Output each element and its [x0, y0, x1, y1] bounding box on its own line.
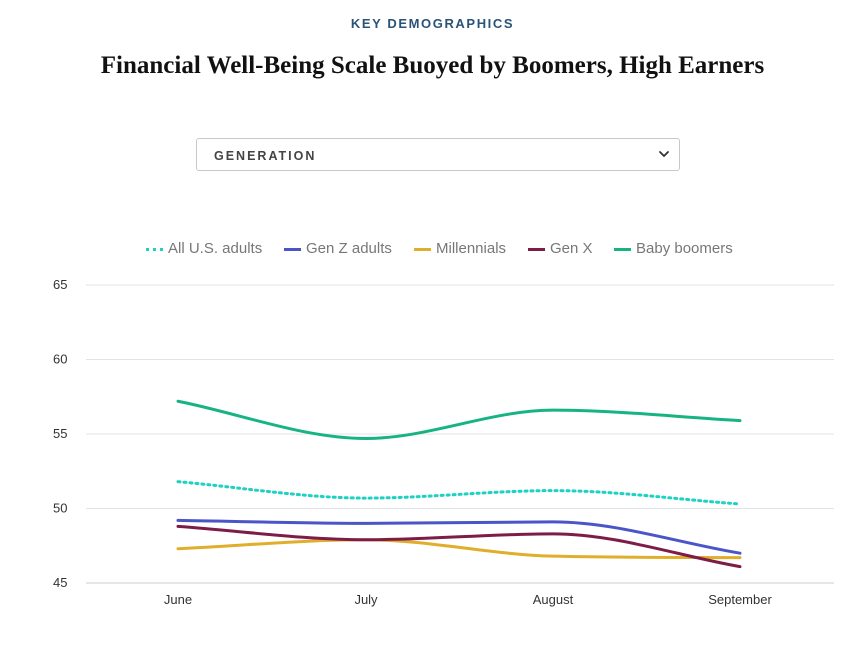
- series-line-gen-x[interactable]: [176, 524, 742, 569]
- series-line-gen-z-adults[interactable]: [176, 518, 742, 555]
- series-line-baby-boomers[interactable]: [176, 399, 742, 440]
- legend-label: All U.S. adults: [168, 240, 263, 257]
- generation-select[interactable]: GENERATION: [196, 138, 680, 171]
- y-tick-label: 50: [53, 501, 67, 516]
- select-value: GENERATION: [214, 149, 317, 163]
- legend-swatch: [146, 248, 163, 251]
- y-tick-label: 60: [53, 352, 67, 367]
- chevron-down-icon: [659, 151, 669, 157]
- series-line-millennials[interactable]: [176, 538, 742, 560]
- chart-legend: All U.S. adults Gen Z adults Millennials Ge…: [0, 238, 865, 260]
- y-tick-label: 45: [53, 575, 67, 590]
- x-tick-label: July: [354, 592, 378, 607]
- legend-swatch: [414, 248, 431, 251]
- legend-swatch: [284, 248, 301, 251]
- legend-label: Millennials: [436, 240, 507, 257]
- x-tick-label: September: [708, 592, 772, 607]
- legend-label: Gen Z adults: [306, 240, 392, 257]
- series-line-all-u-s-adults[interactable]: [176, 480, 742, 506]
- x-tick-label: August: [533, 592, 574, 607]
- y-tick-label: 65: [53, 277, 67, 292]
- y-tick-label: 55: [53, 426, 67, 441]
- eyebrow-label: KEY DEMOGRAPHICS: [350, 16, 515, 31]
- chart-title: Financial Well-Being Scale Buoyed by Boo…: [100, 52, 765, 79]
- legend-swatch: [614, 248, 631, 251]
- x-tick-label: June: [164, 592, 192, 607]
- legend-label: Gen X: [550, 240, 593, 257]
- legend-swatch: [528, 248, 545, 251]
- legend-label: Baby boomers: [636, 240, 733, 257]
